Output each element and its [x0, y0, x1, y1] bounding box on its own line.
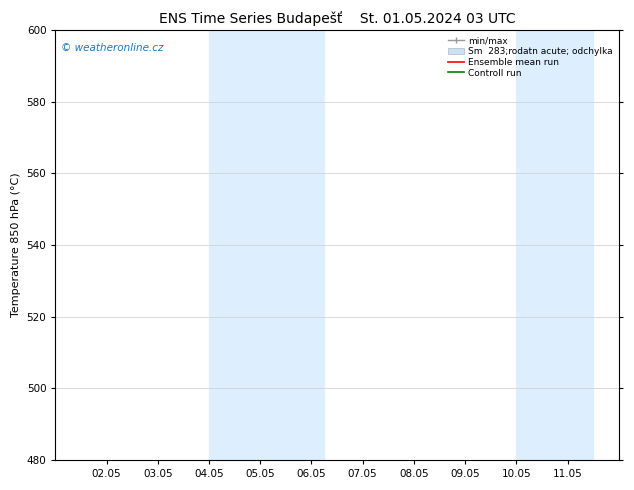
Title: ENS Time Series Budapešť    St. 01.05.2024 03 UTC: ENS Time Series Budapešť St. 01.05.2024 … [158, 11, 515, 26]
Legend: min/max, Sm  283;rodatn acute; odchylka, Ensemble mean run, Controll run: min/max, Sm 283;rodatn acute; odchylka, … [446, 34, 614, 79]
Bar [209, 30, 324, 460]
Y-axis label: Temperature 850 hPa (°C): Temperature 850 hPa (°C) [11, 172, 21, 317]
Text: © weatheronline.cz: © weatheronline.cz [61, 43, 164, 53]
Bar [516, 30, 593, 460]
